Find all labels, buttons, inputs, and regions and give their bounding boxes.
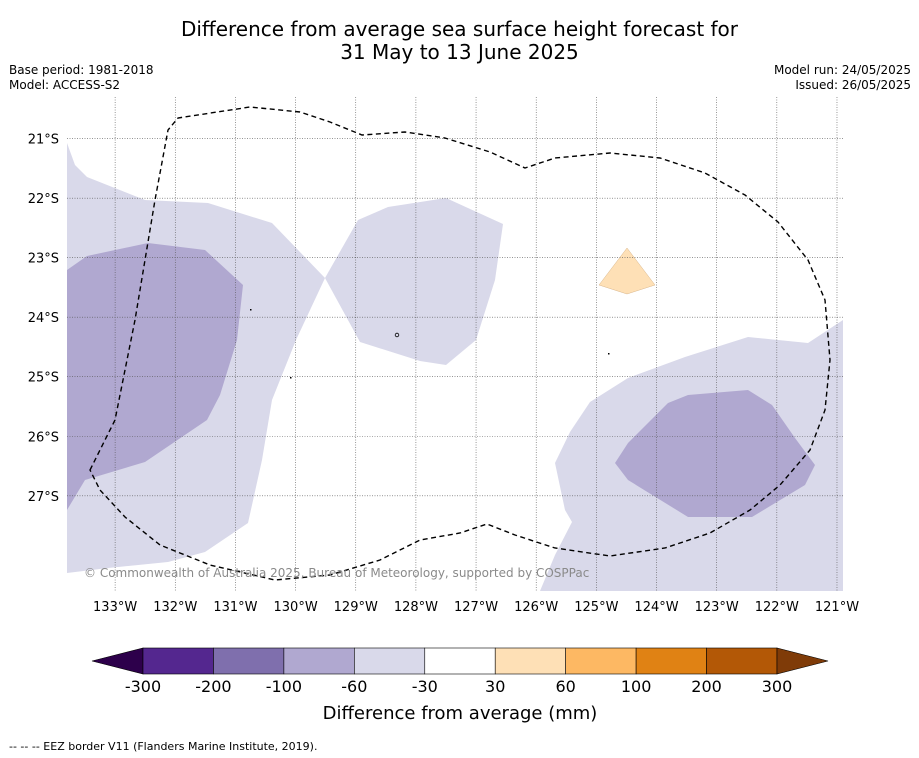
colorbar-tick-label: -300 — [125, 677, 161, 696]
latitude-labels: 21°S 22°S 23°S 24°S 25°S 26°S 27°S — [28, 133, 59, 505]
model-name: Model: ACCESS-S2 — [9, 78, 121, 92]
longitude-label: 132°W — [153, 600, 197, 615]
longitude-label: 124°W — [634, 600, 678, 615]
island-marker — [394, 332, 400, 338]
latitude-label: 26°S — [28, 430, 59, 445]
colorbar-tick-label: 200 — [691, 677, 722, 696]
longitude-label: 127°W — [454, 600, 498, 615]
metadata-left: Base period: 1981-2018 Model: ACCESS-S2 — [9, 63, 154, 93]
colorbar-segment — [142, 647, 214, 675]
colorbar-tick-label: -200 — [195, 677, 231, 696]
colorbar-tick-label: -60 — [341, 677, 367, 696]
anomaly-region-southeast-medium — [615, 390, 815, 517]
longitude-label: 126°W — [514, 600, 558, 615]
longitude-label: 131°W — [213, 600, 257, 615]
map-title-line1: Difference from average sea surface heig… — [180, 17, 739, 41]
colorbar-segment — [494, 647, 566, 675]
colorbar-segment — [283, 647, 355, 675]
colorbar-tick-label: -30 — [412, 677, 438, 696]
latitude-label: 22°S — [28, 192, 59, 207]
colorbar-segment — [424, 647, 496, 675]
island-marker — [290, 377, 292, 379]
longitude-label: 128°W — [394, 600, 438, 615]
issued-date: Issued: 26/05/2025 — [795, 78, 911, 92]
island-marker — [250, 309, 252, 311]
longitude-label: 129°W — [334, 600, 378, 615]
latitude-label: 21°S — [28, 133, 59, 148]
colorbar-segment — [706, 647, 778, 675]
longitude-label: 121°W — [815, 600, 859, 615]
colorbar-segment — [635, 647, 707, 675]
longitude-label: 130°W — [274, 600, 318, 615]
colorbar-tick-label: 30 — [485, 677, 505, 696]
model-run: Model run: 24/05/2025 — [773, 63, 911, 77]
metadata-right: Model run: 24/05/2025 Issued: 26/05/2025 — [774, 63, 911, 93]
eez-legend-footnote: -- -- -- EEZ border V11 (Flanders Marine… — [9, 740, 318, 753]
latitude-label: 25°S — [28, 371, 59, 386]
base-period: Base period: 1981-2018 — [9, 63, 154, 77]
graticule — [67, 97, 843, 591]
colorbar-over-arrow — [776, 647, 829, 675]
map-area — [67, 143, 843, 591]
colorbar: -300 -200 -100 -60 -30 30 60 100 200 300 — [91, 647, 829, 696]
colorbar-label: Difference from average (mm) — [323, 703, 598, 724]
eez-border — [89, 106, 831, 581]
longitude-label: 123°W — [695, 600, 739, 615]
island-marker — [608, 353, 610, 355]
longitude-labels: 133°W 132°W 131°W 130°W 129°W 128°W 127°W 126°W… — [93, 600, 859, 615]
longitude-label: 133°W — [93, 600, 137, 615]
colorbar-segment — [565, 647, 637, 675]
colorbar-under-arrow — [91, 647, 144, 675]
anomaly-region-central-light — [325, 198, 503, 365]
anomaly-region-positive — [598, 247, 656, 295]
colorbar-segment — [213, 647, 285, 675]
longitude-label: 125°W — [574, 600, 618, 615]
copyright-notice: © Commonwealth of Australia 2025, Bureau… — [84, 566, 589, 580]
latitude-label: 24°S — [28, 311, 59, 326]
map-title-line2: 31 May to 13 June 2025 — [340, 40, 579, 64]
latitude-label: 27°S — [28, 490, 59, 505]
latitude-label: 23°S — [28, 252, 59, 267]
colorbar-tick-label: 60 — [555, 677, 575, 696]
colorbar-tick-label: -100 — [266, 677, 302, 696]
colorbar-tick-label: 300 — [762, 677, 793, 696]
colorbar-tick-label: 100 — [621, 677, 652, 696]
colorbar-segment — [354, 647, 426, 675]
longitude-label: 122°W — [755, 600, 799, 615]
